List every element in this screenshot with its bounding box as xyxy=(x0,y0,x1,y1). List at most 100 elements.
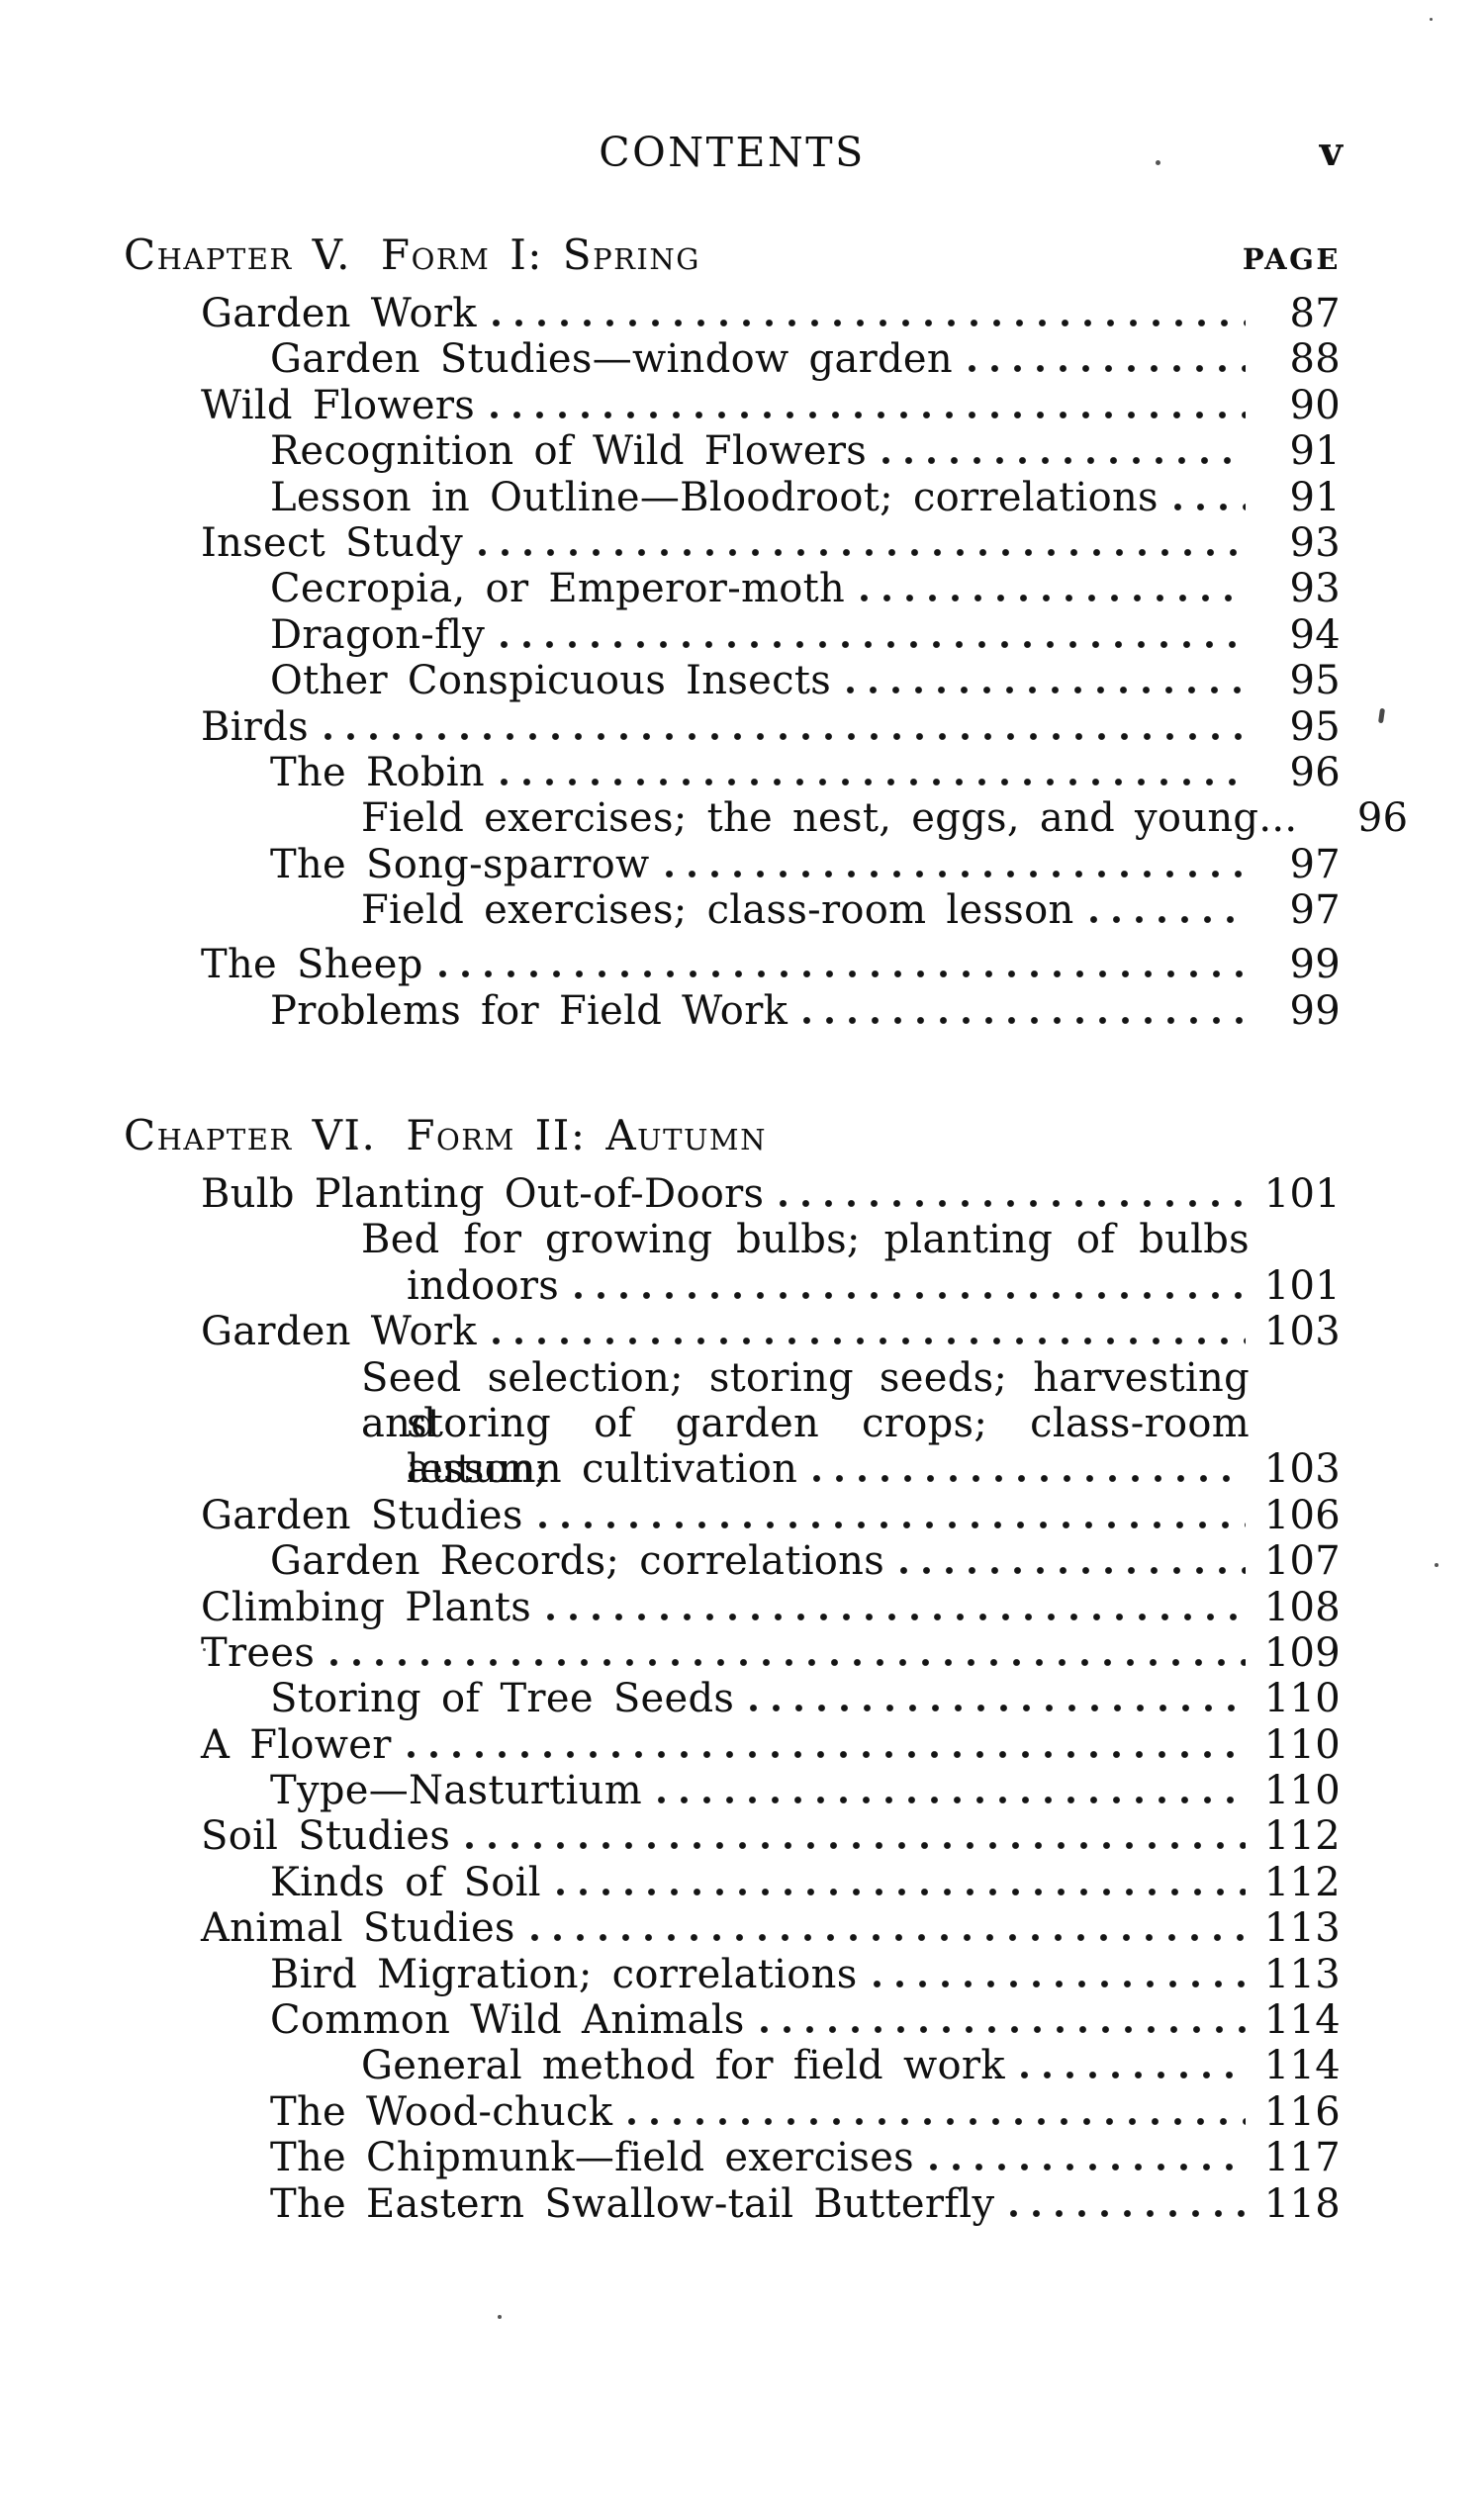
toc-page-number: 99 xyxy=(1289,987,1341,1034)
toc-chapter: Chapter V. Form I: Spring PAGE Garden Work 8… xyxy=(124,228,1408,1034)
dot-leader xyxy=(492,320,1246,326)
toc-entry-title: Other Conspicuous Insects xyxy=(270,658,832,704)
toc-page-number: 97 xyxy=(1289,841,1341,887)
folio-number: v xyxy=(1319,129,1343,175)
dot-leader xyxy=(466,1842,1246,1850)
toc-page-number: 95 xyxy=(1289,658,1341,704)
dot-leader xyxy=(803,1016,1246,1024)
dot-leader xyxy=(657,1797,1246,1804)
toc-page-number: 116 xyxy=(1263,2088,1341,2135)
dot-leader xyxy=(538,1521,1246,1528)
dot-leader xyxy=(930,2164,1246,2171)
toc-entry-title: The Robin xyxy=(270,749,485,795)
toc-row: The Robin 96 xyxy=(124,750,1341,795)
toc-row: The Wood-chuck 116 xyxy=(124,2089,1341,2135)
toc-page-number: 88 xyxy=(1289,336,1341,383)
toc-page-number: 110 xyxy=(1263,1676,1341,1722)
chapter-heading: Chapter V. Form I: Spring PAGE xyxy=(124,228,1341,283)
toc-entry-title: Climbing Plants xyxy=(201,1584,532,1630)
dot-leader xyxy=(813,1475,1246,1483)
toc-row: The Chipmunk—field exercises 117 xyxy=(124,2135,1341,2180)
toc-entry-title: Garden Records; correlations xyxy=(270,1538,885,1585)
toc-row: Type—Nasturtium 110 xyxy=(124,1768,1341,1813)
toc-page-number: 113 xyxy=(1263,1905,1341,1952)
toc-row: Cecropia, or Emperor-moth 93 xyxy=(124,566,1341,611)
toc-page-number: 113 xyxy=(1263,1951,1341,1997)
dot-leader xyxy=(438,970,1246,978)
toc-entry-title: Seed selection; storing seeds; harvestin… xyxy=(361,1354,1250,1446)
dot-leader xyxy=(407,1750,1246,1758)
scan-speck xyxy=(1435,1563,1438,1567)
toc-entry-title: The Chipmunk—field exercises xyxy=(270,2135,915,2181)
toc-page-number: 91 xyxy=(1289,428,1341,475)
dot-leader xyxy=(492,1338,1246,1345)
toc-entry-title: Soil Studies xyxy=(201,1813,451,1860)
toc-row: Bed for growing bulbs; planting of bulbs xyxy=(124,1217,1341,1262)
toc-row: Common Wild Animals 114 xyxy=(124,1997,1341,2043)
toc-entry-title: indoors xyxy=(407,1262,560,1309)
toc-row: Seed selection; storing seeds; harvestin… xyxy=(124,1355,1341,1446)
toc-page-number: 101 xyxy=(1263,1171,1341,1217)
toc-row: General method for field work 114 xyxy=(124,2043,1341,2088)
toc-entry-title: Bed for growing bulbs; planting of bulbs xyxy=(361,1217,1250,1263)
toc-entry-title: Problems for Field Work xyxy=(270,987,788,1034)
dot-leader xyxy=(500,778,1246,785)
scan-speck xyxy=(1377,707,1386,724)
toc-row: Garden Studies—window garden 88 xyxy=(124,336,1341,382)
toc-page-number: 101 xyxy=(1263,1262,1341,1309)
toc-page-number: 91 xyxy=(1289,474,1341,520)
toc-row: Garden Work 103 xyxy=(124,1309,1341,1354)
toc-row: Garden Studies 106 xyxy=(124,1493,1341,1538)
toc-page-number: 99 xyxy=(1289,942,1341,988)
toc-page-number: 94 xyxy=(1289,611,1341,658)
toc-entry-title: Type—Nasturtium xyxy=(270,1768,642,1814)
toc-entry-title: Wild Flowers xyxy=(201,382,476,428)
toc-page-number: 103 xyxy=(1263,1446,1341,1493)
toc-page-number: 114 xyxy=(1263,1997,1341,2044)
toc-row: Dragon-fly 94 xyxy=(124,612,1341,658)
toc-row: The Eastern Swallow-tail Butterfly 118 xyxy=(124,2181,1341,2227)
toc-page-number: 93 xyxy=(1289,566,1341,612)
dot-leader xyxy=(330,1658,1246,1666)
chapter-number-label: Chapter VI. xyxy=(124,1111,377,1159)
toc-page-number: 87 xyxy=(1289,291,1341,336)
dot-leader xyxy=(760,2026,1246,2034)
toc-rows: Bulb Planting Out-of-Doors 101 Bed for gro… xyxy=(124,1171,1341,2227)
toc-row: Climbing Plants 108 xyxy=(124,1585,1341,1630)
toc-entry-title: Recognition of Wild Flowers xyxy=(270,428,868,475)
scan-speck xyxy=(1156,160,1160,165)
toc-page-number: 118 xyxy=(1263,2180,1341,2227)
toc-row: Wild Flowers 90 xyxy=(124,383,1341,428)
toc-row: A Flower 110 xyxy=(124,1722,1341,1768)
toc-entry-title: Garden Work xyxy=(201,291,477,336)
toc-row: The Song-sparrow 97 xyxy=(124,842,1341,887)
toc-entry-title: Insect Study xyxy=(201,519,463,566)
chapter-subtitle: Form I: Spring xyxy=(380,231,700,279)
toc-row: Birds 95 xyxy=(124,704,1341,750)
toc-row: Lesson in Outline—Bloodroot; correlation… xyxy=(124,475,1341,520)
dot-leader xyxy=(1020,2072,1246,2079)
scan-speck xyxy=(203,1648,206,1651)
toc-entry-title: Lesson in Outline—Bloodroot; correlation… xyxy=(270,474,1159,520)
toc-row: Problems for Field Work 99 xyxy=(124,988,1341,1034)
dot-leader xyxy=(750,1705,1246,1712)
dot-leader xyxy=(479,548,1246,556)
toc-entry-title: The Eastern Swallow-tail Butterfly xyxy=(270,2180,995,2227)
toc-row: storing of garden crops; class-room less… xyxy=(124,1401,1341,1492)
chapter-subtitle: Form II: Autumn xyxy=(406,1111,767,1159)
toc-page-number: 109 xyxy=(1263,1629,1341,1676)
toc-entry-title: The Sheep xyxy=(201,942,423,988)
toc-page-number: 95 xyxy=(1289,703,1341,750)
toc-entry-title: Dragon-fly xyxy=(270,611,486,658)
dot-leader xyxy=(665,870,1246,877)
dot-leader xyxy=(1173,503,1246,510)
toc-entry-title: Field exercises; class-room lesson xyxy=(361,887,1074,934)
toc-page-number: 117 xyxy=(1263,2135,1341,2181)
toc-page-number: 97 xyxy=(1289,887,1341,934)
chapter-number-label: Chapter V. xyxy=(124,231,351,279)
page-header: CONTENTS v xyxy=(124,128,1343,177)
toc-page-number: 110 xyxy=(1263,1721,1341,1768)
dot-leader xyxy=(1010,2209,1246,2217)
toc-row: autumn cultivation 103 xyxy=(124,1446,1341,1492)
toc-row: Kinds of Soil 112 xyxy=(124,1860,1341,1905)
